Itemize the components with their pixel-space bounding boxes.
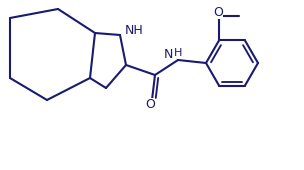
- Text: H: H: [174, 48, 182, 58]
- Text: O: O: [145, 98, 155, 111]
- Text: O: O: [213, 6, 223, 19]
- Text: NH: NH: [125, 24, 144, 38]
- Text: N: N: [164, 48, 173, 62]
